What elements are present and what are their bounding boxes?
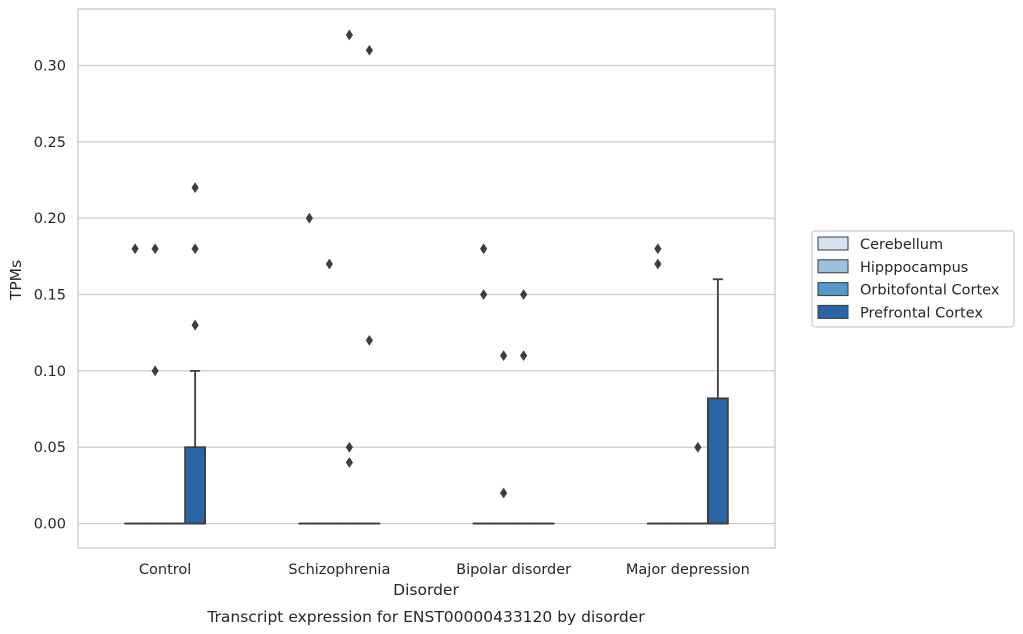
box-marks	[124, 29, 729, 525]
x-tick-label: Control	[139, 562, 191, 578]
x-tick-label: Major depression	[626, 562, 750, 578]
legend-swatch	[817, 282, 849, 297]
box-group	[338, 29, 361, 525]
legend[interactable]: Cerebellum Hipppocampus Orbitofontal Corte…	[811, 230, 1015, 328]
legend-entry-label: Orbitofontal Cortex	[860, 283, 1000, 299]
box-group	[298, 212, 321, 525]
y-tick-label: 0.25	[34, 135, 66, 151]
x-axis-label: Disorder	[393, 581, 459, 599]
box-group	[472, 243, 495, 525]
box-group	[318, 258, 341, 525]
outlier-point	[365, 44, 373, 56]
outlier-point	[151, 365, 159, 377]
y-tick-label: 0.05	[34, 440, 66, 456]
outlier-point	[151, 243, 159, 255]
box-group	[358, 44, 381, 525]
box-group	[184, 182, 207, 525]
legend-entry-label: Cerebellum	[860, 237, 943, 253]
legend-swatch	[817, 304, 849, 319]
outlier-point	[500, 487, 508, 499]
x-tick-labels: Control Schizophrenia Bipolar disorder Majo…	[139, 562, 750, 578]
grid-lines	[78, 64, 775, 525]
box-group	[646, 243, 669, 525]
x-tick-label: Schizophrenia	[288, 562, 390, 578]
outlier-point	[500, 350, 508, 362]
outlier-point	[131, 243, 139, 255]
outlier-point	[191, 182, 199, 194]
x-tick-label: Bipolar disorder	[456, 562, 571, 578]
outlier-point	[305, 212, 313, 224]
box-group	[492, 350, 515, 525]
y-tick-label: 0.30	[34, 58, 66, 74]
outlier-point	[520, 350, 528, 362]
outlier-point	[191, 243, 199, 255]
outlier-point	[345, 441, 353, 453]
box-group	[124, 243, 147, 525]
box-group	[706, 278, 729, 525]
legend-frame	[811, 230, 1015, 328]
y-tick-label: 0.20	[34, 211, 66, 227]
box-group	[512, 289, 535, 525]
legend-swatch	[817, 259, 849, 274]
outlier-point	[520, 289, 528, 300]
outlier-point	[694, 441, 702, 453]
outlier-point	[365, 334, 373, 346]
outlier-point	[191, 319, 199, 331]
plot-area-frame	[77, 8, 776, 549]
legend-entry-label: Hipppocampus	[860, 260, 968, 276]
y-tick-labels: 0.00 0.05 0.10 0.15 0.20 0.25 0.30	[34, 58, 66, 532]
y-axis-label: TPMs	[7, 260, 25, 301]
y-tick-label: 0.15	[34, 288, 66, 304]
box-group	[144, 243, 167, 525]
y-tick-label: 0.00	[34, 517, 66, 533]
y-tick-label: 0.10	[34, 364, 66, 380]
legend-entry-label: Prefrontal Cortex	[860, 305, 983, 321]
chart-caption: Transcript expression for ENST0000043312…	[206, 608, 645, 626]
outlier-point	[480, 243, 488, 255]
outlier-point	[480, 289, 488, 300]
box-group	[686, 441, 709, 525]
outlier-point	[325, 258, 333, 270]
outlier-point	[654, 243, 662, 255]
outlier-point	[345, 29, 353, 41]
outlier-point	[345, 457, 353, 468]
box-body	[706, 397, 729, 525]
legend-swatch	[817, 236, 849, 251]
box-body	[184, 446, 207, 525]
outlier-point	[654, 258, 662, 270]
